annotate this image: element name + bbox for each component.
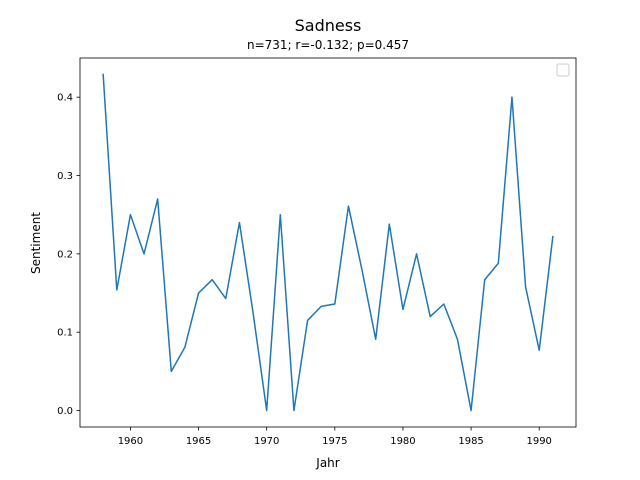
chart-subtitle: n=731; r=-0.132; p=0.457: [247, 38, 409, 52]
y-axis-label: Sentiment: [29, 212, 43, 274]
x-tick-label-1990: 1990: [526, 436, 551, 447]
y-tick-label-4: 0.4: [57, 93, 73, 104]
y-tick-label-1: 0.1: [57, 328, 73, 339]
legend-box: [556, 63, 570, 77]
y-tick-label-2: 0.2: [57, 249, 73, 260]
x-tick-label-1970: 1970: [254, 436, 279, 447]
series-line-0: [102, 73, 554, 412]
x-tick-label-1985: 1985: [458, 436, 483, 447]
x-tick-label-1960: 1960: [118, 436, 143, 447]
x-tick-label-1980: 1980: [390, 436, 415, 447]
y-tick-label-0: 0.0: [57, 406, 73, 417]
x-tick-label-1965: 1965: [186, 436, 211, 447]
x-tick-label-1975: 1975: [322, 436, 347, 447]
x-axis-label: Jahr: [315, 456, 339, 470]
chart-title: Sadness: [295, 16, 362, 35]
y-tick-label-3: 0.3: [57, 171, 73, 182]
axes-frame: [79, 57, 577, 428]
plot-area: 1960 1965 1970 1975 1980 1985 1990 0.0 0.1 0.2 0.3…: [57, 57, 577, 447]
